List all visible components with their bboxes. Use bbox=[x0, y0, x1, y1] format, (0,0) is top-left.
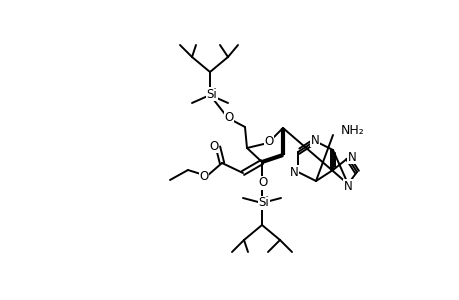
Text: N: N bbox=[347, 151, 356, 164]
Text: N: N bbox=[289, 166, 298, 178]
Text: O: O bbox=[209, 140, 218, 152]
Text: O: O bbox=[224, 110, 233, 124]
Text: Si: Si bbox=[206, 88, 217, 100]
Text: NH₂: NH₂ bbox=[341, 124, 364, 136]
Text: Si: Si bbox=[258, 196, 269, 209]
Text: N: N bbox=[343, 179, 352, 193]
Text: O: O bbox=[258, 176, 267, 190]
Text: N: N bbox=[310, 134, 319, 146]
Text: O: O bbox=[264, 134, 273, 148]
Text: O: O bbox=[199, 170, 208, 184]
